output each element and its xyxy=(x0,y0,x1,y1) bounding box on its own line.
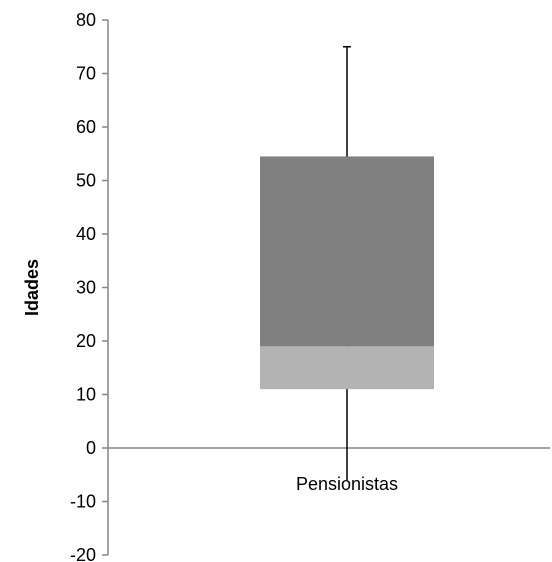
y-tick-label: 0 xyxy=(86,438,96,458)
y-tick-label: 10 xyxy=(76,385,96,405)
category-label: Pensionistas xyxy=(296,474,398,494)
box-upper-segment xyxy=(260,156,434,347)
y-tick-label: 20 xyxy=(76,331,96,351)
y-tick-label: 30 xyxy=(76,278,96,298)
y-tick-label: -20 xyxy=(70,545,96,562)
y-tick-label: 70 xyxy=(76,64,96,84)
y-tick-label: 40 xyxy=(76,224,96,244)
y-tick-label: 80 xyxy=(76,10,96,30)
boxes: Pensionistas xyxy=(260,46,434,494)
box-lower-segment xyxy=(260,346,434,390)
y-tick-label: 60 xyxy=(76,117,96,137)
y-axis-ticks: -20 -10 0 10 20 30 40 50 60 70 80 xyxy=(70,10,108,562)
y-tick-label: -10 xyxy=(70,492,96,512)
y-axis-label: Idades xyxy=(22,259,42,316)
y-tick-label: 50 xyxy=(76,171,96,191)
